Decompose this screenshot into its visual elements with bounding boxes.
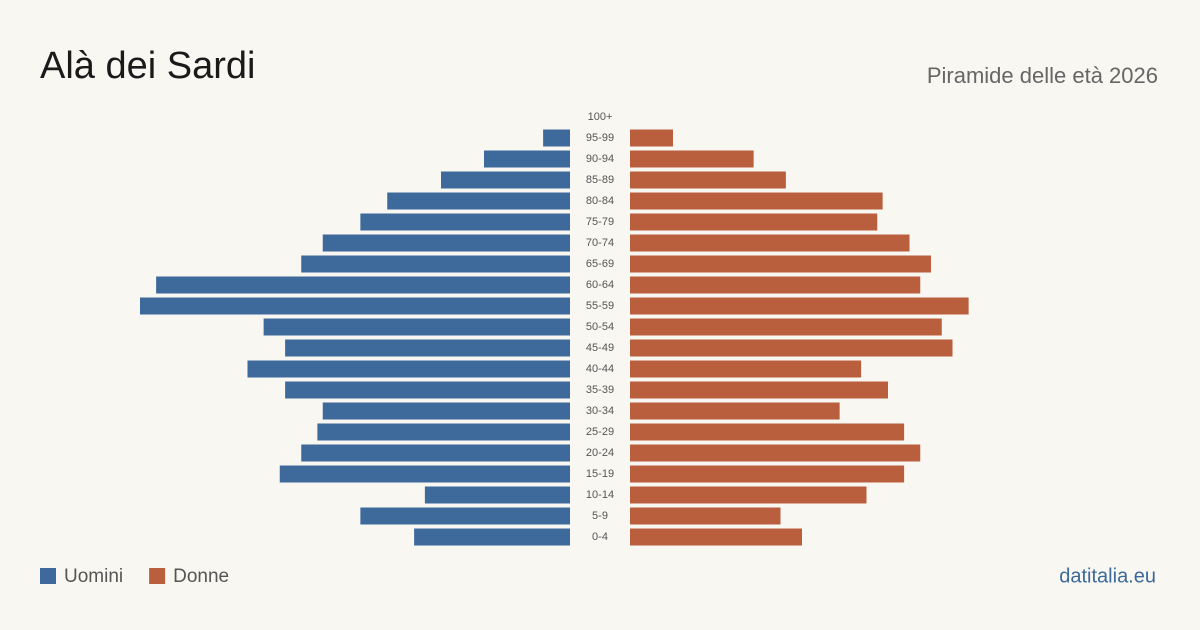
age-label: 10-14: [586, 489, 614, 501]
bar: [630, 360, 862, 378]
bar: [630, 444, 921, 462]
age-label: 30-34: [586, 405, 614, 417]
bar: [630, 423, 905, 441]
bar: [156, 276, 570, 294]
bar: [630, 297, 969, 315]
bar: [414, 528, 570, 546]
legend-swatch: [149, 568, 166, 584]
age-label: 25-29: [586, 426, 614, 438]
bar: [322, 402, 570, 420]
bar: [441, 171, 570, 189]
bar: [360, 213, 570, 231]
chart-subtitle: Piramide delle età 2026: [927, 63, 1158, 88]
age-label: 20-24: [586, 447, 614, 459]
age-label: 85-89: [586, 174, 614, 186]
source: datitalia.eu: [1059, 565, 1156, 587]
age-label: 65-69: [586, 258, 614, 270]
bar: [285, 381, 570, 399]
age-label: 55-59: [586, 300, 614, 312]
bar: [317, 423, 570, 441]
age-label: 50-54: [586, 321, 614, 333]
legend-swatch: [40, 568, 56, 584]
bar: [630, 381, 888, 399]
bar: [630, 276, 921, 294]
age-label: 40-44: [586, 363, 614, 375]
bar: [247, 360, 570, 378]
bar: [424, 486, 570, 504]
bar: [140, 297, 570, 315]
age-label: 45-49: [586, 342, 614, 354]
bar: [285, 339, 570, 357]
bar: [630, 339, 953, 357]
legend-label: Donne: [173, 566, 229, 587]
bar: [630, 213, 878, 231]
bar: [630, 402, 840, 420]
bar: [387, 192, 570, 210]
age-label: 0-4: [592, 531, 608, 543]
bar: [630, 486, 867, 504]
age-label: 60-64: [586, 279, 614, 291]
bar: [301, 255, 570, 273]
age-label: 5-9: [592, 510, 608, 522]
bar: [630, 255, 931, 273]
legend-label: Uomini: [64, 566, 123, 587]
bar: [322, 234, 570, 252]
bar: [630, 171, 786, 189]
bar: [630, 528, 802, 546]
bar: [360, 507, 570, 525]
bar: [263, 318, 570, 336]
bar: [630, 318, 942, 336]
bar: [484, 150, 570, 168]
bar: [543, 129, 570, 147]
bar: [301, 444, 570, 462]
age-label: 95-99: [586, 132, 614, 144]
bar: [630, 507, 781, 525]
chart-title: Alà dei Sardi: [40, 45, 255, 87]
age-label: 90-94: [586, 153, 614, 165]
bar: [630, 150, 754, 168]
age-label: 70-74: [586, 237, 614, 249]
age-label: 80-84: [586, 195, 614, 207]
bar: [630, 465, 905, 483]
age-label: 35-39: [586, 384, 614, 396]
age-label: 75-79: [586, 216, 614, 228]
bar: [630, 129, 673, 147]
bar: [630, 192, 883, 210]
age-label: 15-19: [586, 468, 614, 480]
age-label: 100+: [588, 111, 613, 123]
bar: [279, 465, 570, 483]
bar: [630, 234, 910, 252]
